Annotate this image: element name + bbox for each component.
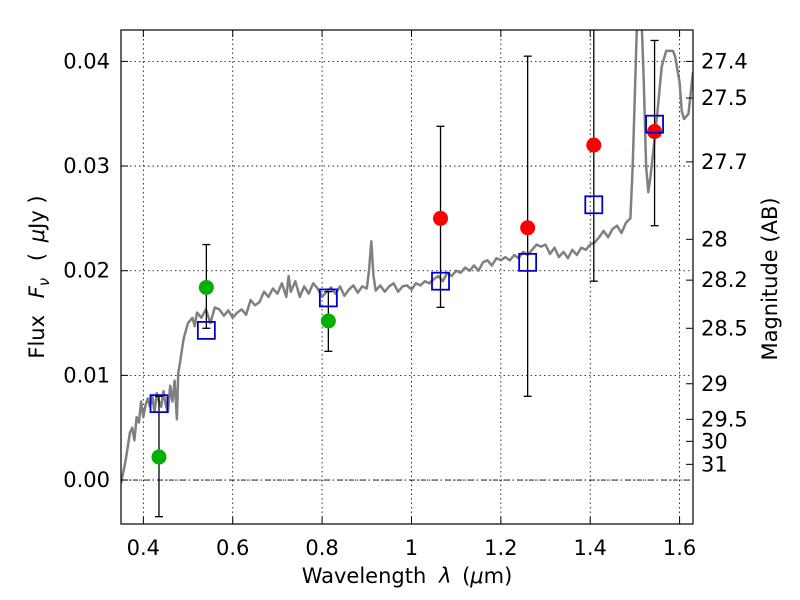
magnitude-tick-label: 29 [701,372,728,396]
magnitude-tick-label: 31 [701,452,728,476]
magnitude-tick-label: 30 [701,429,728,453]
flux-point [198,279,214,295]
model-flux-square [645,114,664,134]
x-tick-label: 1.2 [484,536,517,560]
y-tick-label: 0.02 [63,259,110,283]
magnitude-tick-label: 28 [701,227,728,251]
spectrum-line [121,30,693,484]
x-axis-label: Wavelength λ (μm) [302,564,513,588]
y-axis-label: Flux Fν ( μJy ) [25,195,54,358]
model-spectrum [121,30,693,484]
y-tick-label: 0.04 [63,49,110,73]
y-tick-label: 0.01 [63,363,110,387]
x-tick-label: 0.4 [127,536,160,560]
magnitude-tick-label: 27.5 [701,86,748,110]
x-tick-label: 0.8 [305,536,338,560]
magnitude-tick-label: 28.5 [701,316,748,340]
y-tick-label: 0.03 [63,154,110,178]
plot-frame [120,29,694,525]
grid [121,30,693,524]
model-flux-square [318,288,338,308]
model-flux-square [196,320,216,340]
model-flux-square [431,271,450,291]
flux-point [586,137,602,153]
x-tick-label: 0.6 [216,536,249,560]
magnitude-tick-label: 28.2 [701,268,748,292]
right-axis-label: Magnitude (AB) [758,197,782,360]
error-bars [154,30,659,518]
y-axis-ticks: 0.00 0.01 0.02 0.03 0.04 [63,49,128,492]
flux-point [520,220,536,236]
y-tick-label: 0.00 [63,468,110,492]
magnitude-tick-label: 27.4 [701,49,748,73]
magnitude-tick-label: 27.7 [701,150,748,174]
x-axis-ticks: 0.4 0.6 0.8 1 1.2 1.4 1.6 [127,30,696,560]
magnitude-tick-label: 29.5 [701,407,748,431]
flux-point [151,449,167,465]
model-flux-square [149,394,169,414]
data-markers [149,114,664,465]
x-tick-label: 1 [405,536,418,560]
x-tick-label: 1.6 [663,536,696,560]
flux-point [320,313,336,329]
x-tick-label: 1.4 [574,536,607,560]
flux-point [433,210,449,226]
model-flux-square [584,195,604,215]
flux-point [647,124,663,140]
model-flux-square [518,252,538,272]
